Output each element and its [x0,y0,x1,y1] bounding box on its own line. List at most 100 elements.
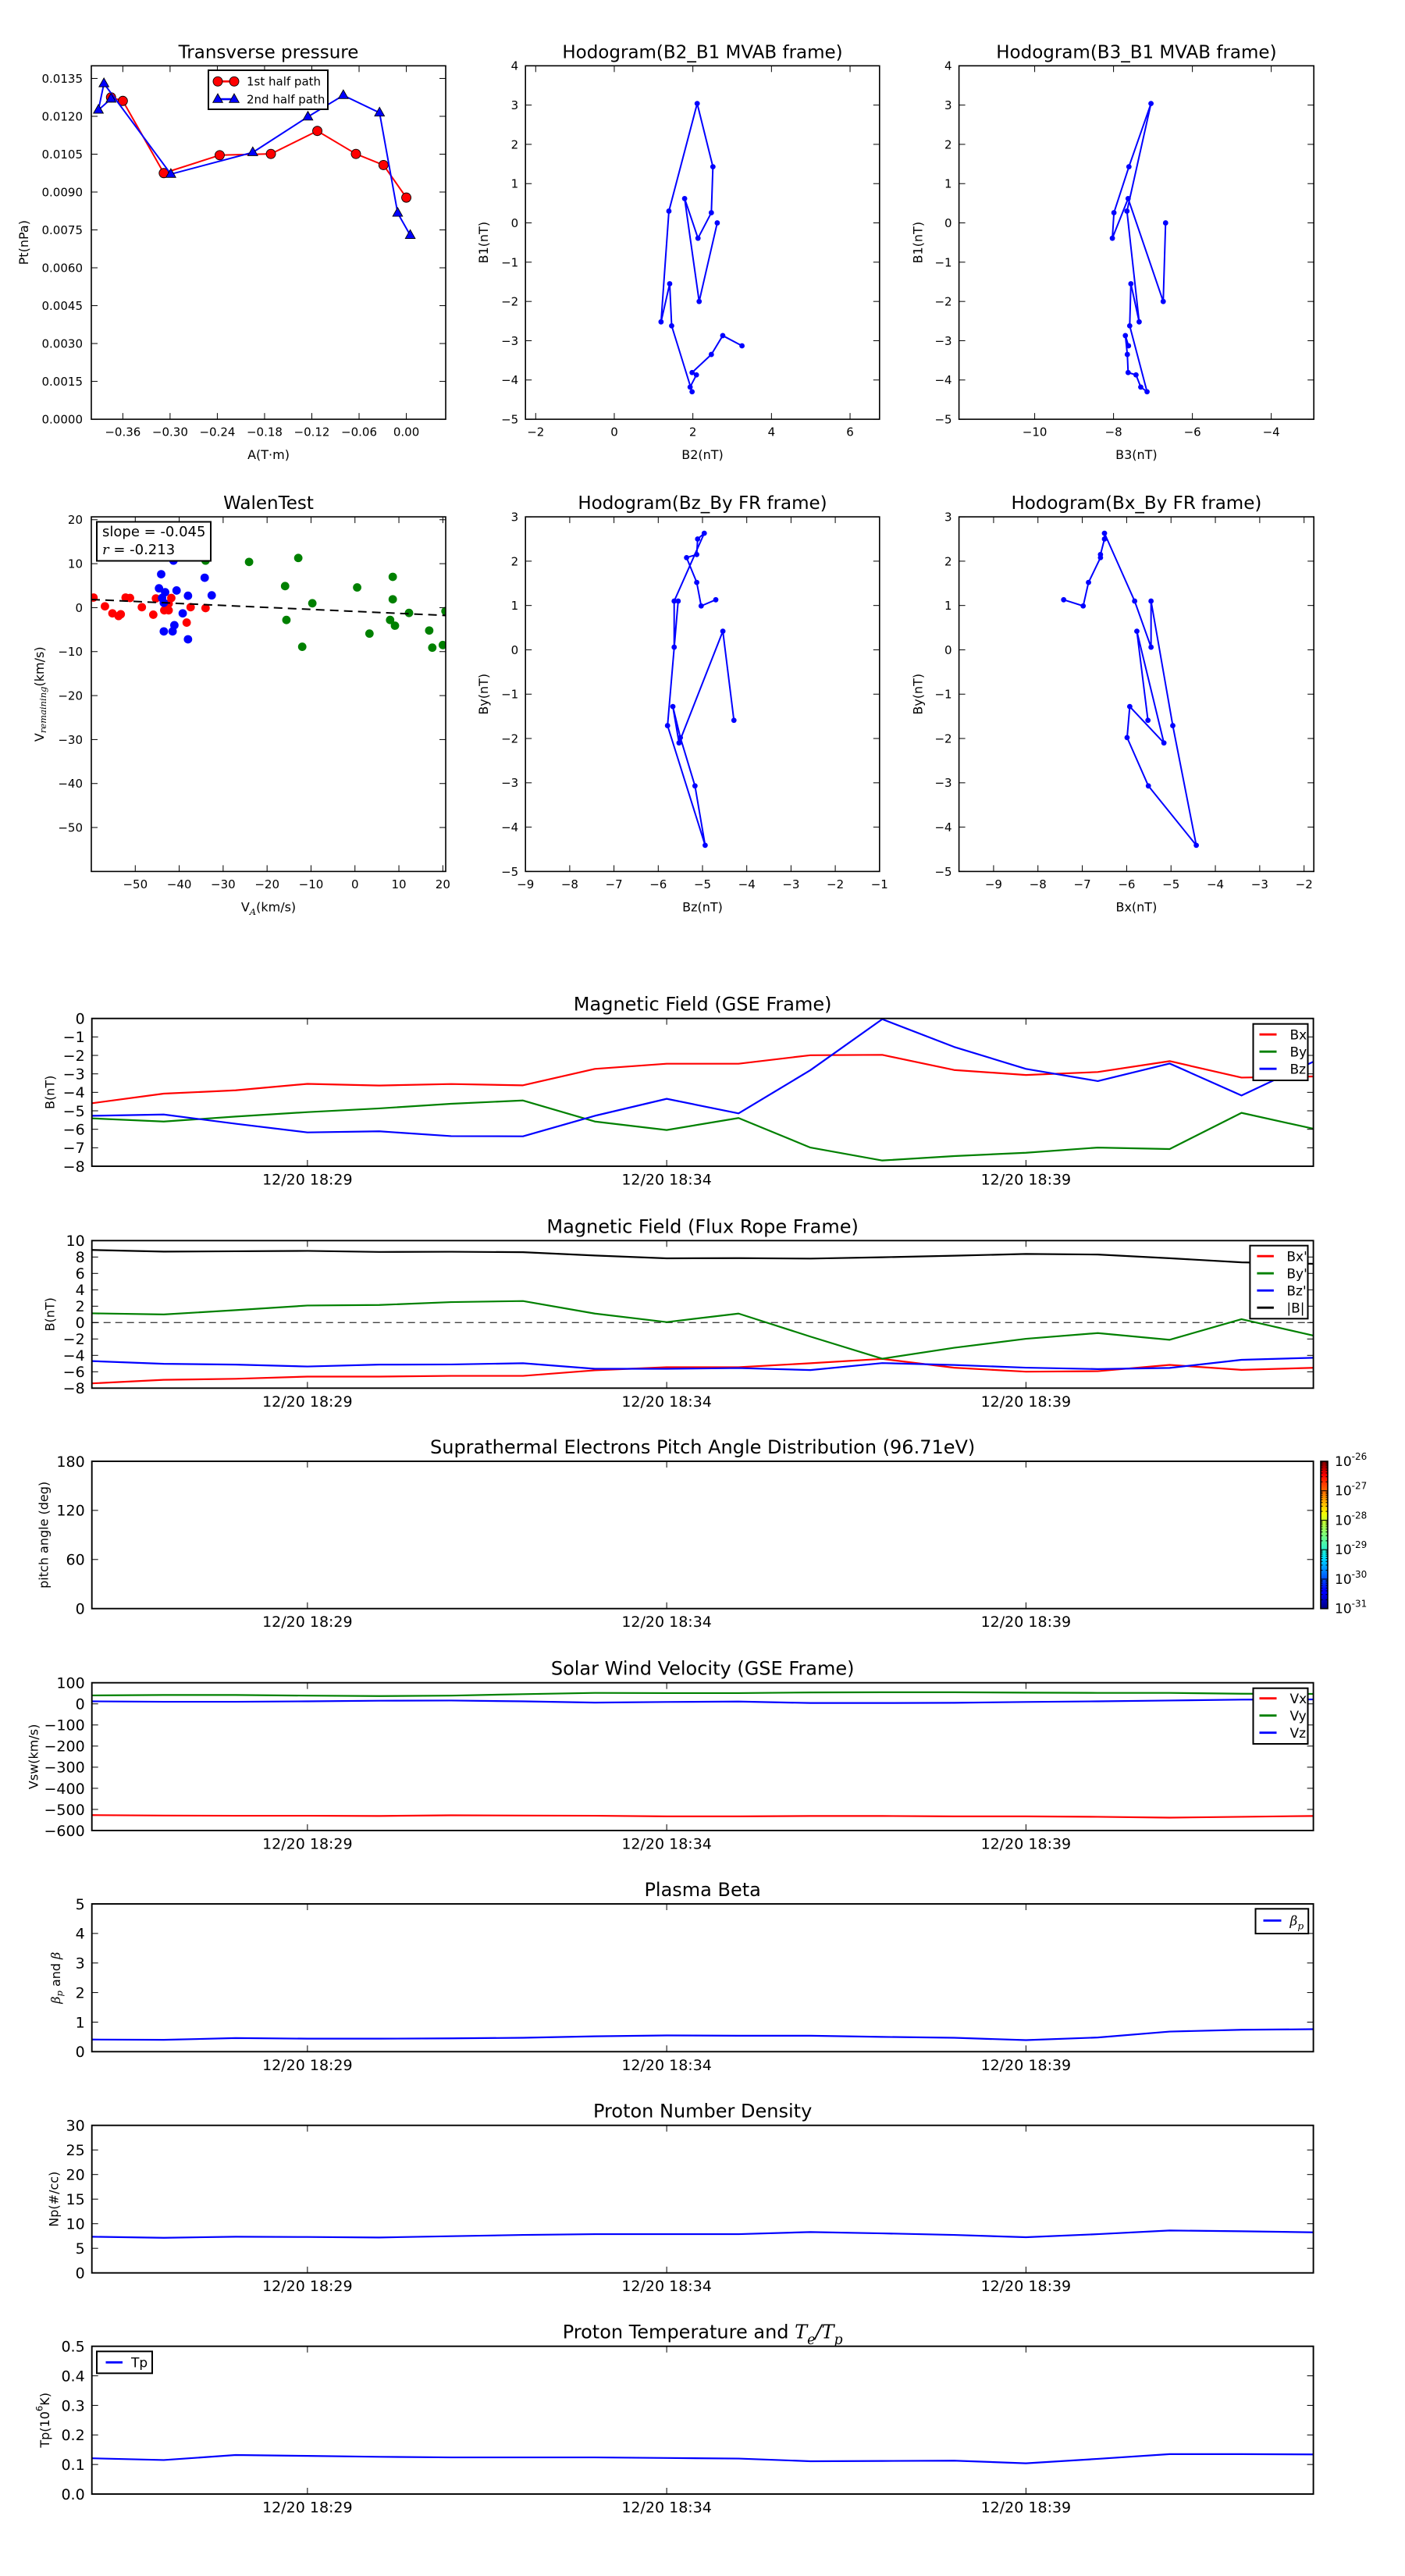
data-point-marker [684,554,689,560]
x-tick-label: 20 [436,877,450,891]
chart-transverse-pressure: −0.36 −0.30 −0.24 −0.18 −0.12 −0.06 0.00 0.0000… [16,42,446,462]
y-tick-label: 2 [511,137,519,151]
plot-marks [91,2229,1314,2239]
series-line [1112,102,1167,393]
data-point-marker [1109,235,1115,241]
chart-proton-number-density: 12/20 18:29 12/20 18:34 12/20 18:39 0 5 10 15 2… [47,2101,1314,2295]
data-point-marker [702,842,708,849]
x-axis-label: A(T·m) [247,447,290,462]
x-tick-label: −50 [123,877,148,891]
x-tick-label: 12/20 18:34 [621,2278,712,2295]
y-tick-label: 3 [944,511,952,525]
colorbar-label-exponent: -27 [1352,1481,1368,1492]
text-part: Tp(10 [37,2411,52,2449]
data-point-marker [1126,322,1133,329]
y-tick-label: −4 [934,820,951,834]
y-tick-label: 0.0045 [42,299,84,313]
y-tick-label: 0 [944,643,952,657]
axis-ticks: 12/20 18:29 12/20 18:34 12/20 18:39 0 1 2 3 4 5 [76,1896,1314,2074]
legend-label: βp [1289,1913,1304,1931]
data-point-marker [172,586,181,595]
data-point-marker [1128,281,1134,286]
data-point-marker [1124,208,1130,214]
y-axis-label: Tp(106K) [34,2393,52,2449]
colorbar-tick-label: 10-26 [1335,1451,1367,1470]
y-tick-label: 0.0090 [42,185,84,199]
axes-frame [91,65,446,420]
x-tick-label: 12/20 18:29 [262,1614,353,1631]
data-point-marker [1136,318,1142,325]
x-tick-label: 12/20 18:34 [621,2057,712,2074]
plot-marks [91,553,446,653]
text-part: V [241,899,250,914]
legend-entry-by: By [1259,1044,1307,1060]
text-part: β [48,1952,63,1960]
x-tick-label: 12/20 18:39 [981,1614,1072,1631]
chart-plasma-beta: 12/20 18:29 12/20 18:34 12/20 18:39 0 1 2 3 4 5 P… [48,1879,1314,2074]
fit-line [91,599,446,617]
chart-title: Plasma Beta [644,1879,760,1901]
y-tick-label: −4 [934,373,951,387]
data-point-marker [353,583,361,592]
axis-ticks: −50 −40 −30 −20 −10 0 10 20 −50 −40 −30 −20 −10 0 10 20 [58,513,450,891]
x-tick-label: 2 [689,425,697,439]
series-by-vs-bx [1061,530,1200,849]
y-tick-label: 4 [76,1282,85,1299]
chart-title: Hodogram(Bx_By FR frame) [1011,493,1261,514]
data-point-marker [207,591,216,600]
data-point-marker [200,573,209,582]
data-point-marker [1097,551,1104,557]
y-tick-label: 20 [66,2167,85,2184]
x-tick-label: 0 [610,425,618,439]
series-vy [91,1691,1314,1697]
y-tick-label: −600 [44,1823,85,1840]
y-tick-label: −4 [501,373,518,387]
y-tick-label: 0 [511,643,519,657]
y-tick-label: −1 [501,688,518,702]
series-line [91,1018,1314,1137]
y-tick-label: 0.5 [61,2339,84,2356]
data-point-marker [164,606,173,615]
y-tick-label: 0 [76,1696,85,1713]
data-point-marker [698,603,704,609]
y-tick-label: −2 [501,731,518,745]
data-point-marker [159,627,169,636]
y-axis-label: Vremaining(km/s) [32,646,48,742]
y-tick-label: 60 [66,1552,85,1569]
series-b1-vs-b3 [1109,101,1168,395]
axis-ticks: 12/20 18:29 12/20 18:34 12/20 18:39 0−1 −2−3… [63,1011,1314,1189]
data-point-marker [404,229,416,239]
x-tick-label: −0.12 [294,425,330,439]
x-tick-label: −3 [782,877,799,891]
data-point-marker [713,596,719,603]
plot-area [91,1461,1314,1609]
colorbar-label-base: 10 [1335,1454,1352,1470]
x-tick-label: −5 [1162,877,1179,891]
y-tick-label: −2 [934,295,951,309]
y-tick-label: −1 [934,255,951,269]
x-tick-label: 12/20 18:29 [262,1836,353,1853]
data-point-marker [693,372,699,378]
y-tick-label: −4 [63,1347,85,1364]
data-point-marker [1124,351,1130,358]
chart-title: Solar Wind Velocity (GSE Frame) [551,1658,855,1680]
x-tick-label: −3 [1251,877,1268,891]
plot-area [91,2125,1314,2273]
x-tick-label: −0.06 [341,425,377,439]
y-tick-label: −8 [63,1158,85,1176]
colorbar-label-base: 10 [1335,1484,1352,1500]
y-tick-label: −2 [501,295,518,309]
y-tick-label: −100 [44,1717,85,1735]
data-point-marker [731,717,737,724]
data-point-marker [1126,164,1132,169]
axis-ticks: −9 −8 −7 −6 −5 −4 −3 −2 −5 −4 −3 −2 −1 0 1 2 3 [934,511,1314,891]
data-point-marker [1125,369,1131,375]
chart-title: Suprathermal Electrons Pitch Angle Distr… [430,1436,975,1458]
series-bz [91,1018,1314,1137]
data-point-marker [694,101,700,106]
data-point-marker [681,195,688,201]
data-point-marker [1132,598,1138,604]
series-line [1063,532,1197,846]
legend-entry-bx: Bx [1259,1027,1307,1043]
